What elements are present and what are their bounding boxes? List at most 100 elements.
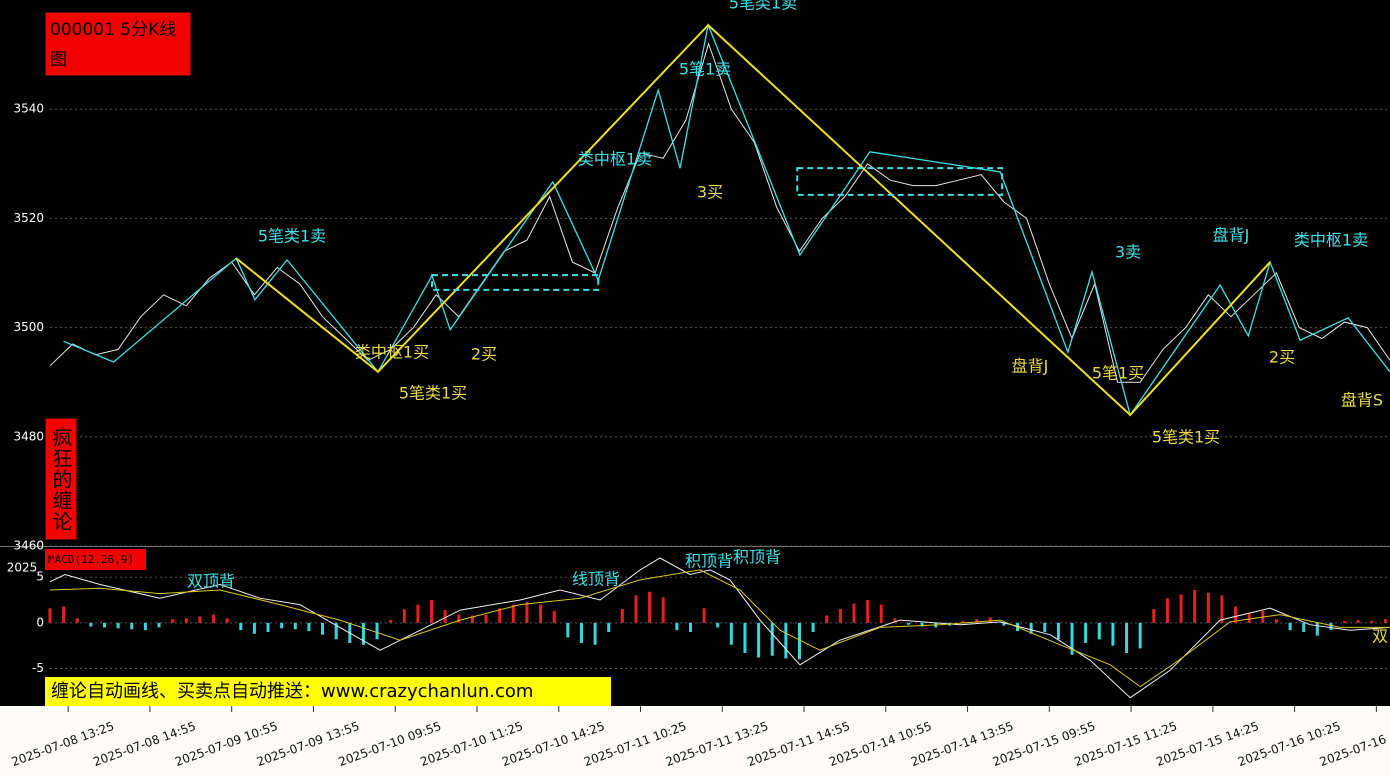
macd-bar — [648, 591, 652, 623]
y-tick-label: 3520 — [13, 211, 44, 225]
macd-line — [49, 569, 1390, 688]
macd-bar — [825, 615, 829, 623]
macd-bar — [130, 622, 134, 630]
macd-bar — [293, 622, 297, 630]
macd-bar — [593, 622, 597, 645]
macd-bar — [1029, 622, 1033, 634]
macd-bar — [525, 601, 529, 623]
macd-bar — [1179, 594, 1183, 623]
signal-label: 2买 — [1269, 348, 1295, 367]
signal-label: 类中枢1卖 — [1294, 231, 1368, 250]
macd-bar — [716, 622, 720, 628]
signal-label: 盘背J — [1213, 226, 1250, 245]
macd-bar — [212, 614, 216, 623]
macd-bar — [702, 608, 706, 623]
macd-bar — [1315, 622, 1319, 636]
macd-bar — [171, 619, 175, 623]
macd-bar — [688, 622, 692, 632]
macd-bar — [266, 622, 270, 632]
macd-bar — [89, 622, 93, 627]
macd-bar — [280, 622, 284, 629]
y-tick-label: 3460 — [13, 539, 44, 553]
macd-bar — [1111, 622, 1115, 646]
macd-bar — [784, 622, 788, 659]
signal-label: 5笔类1卖 — [729, 0, 797, 13]
y-tick-label: 3540 — [13, 102, 44, 116]
macd-bar — [920, 622, 924, 627]
macd-bar — [62, 606, 66, 623]
segment-line — [235, 23, 1271, 417]
macd-bar — [1193, 589, 1197, 623]
signal-label: 双 — [1372, 627, 1388, 646]
signal-label: 双顶背 — [187, 572, 235, 591]
macd-bar — [484, 614, 488, 623]
side-banner: 疯狂的缠论 — [45, 418, 77, 540]
index-name: 上证指数 — [50, 80, 118, 100]
y-tick-label: 0 — [36, 615, 44, 629]
macd-bar — [116, 622, 120, 629]
signal-label: 积顶背 — [733, 548, 781, 567]
footer-banner: 缠论自动画线、买卖点自动推送：www.crazychanlun.com — [45, 677, 611, 706]
macd-bar — [811, 622, 815, 632]
macd-bar — [1383, 619, 1387, 623]
macd-bar — [620, 609, 624, 623]
macd-bar — [743, 622, 747, 653]
y-tick-label: -5 — [32, 661, 44, 675]
macd-bar — [1329, 622, 1333, 631]
macd-bar — [1206, 592, 1210, 623]
macd-bar — [184, 618, 188, 623]
macd-bar — [1097, 622, 1101, 640]
macd-bar — [511, 604, 515, 623]
macd-bar — [1220, 595, 1224, 623]
x-tick-label: 2025-07-16 — [1318, 732, 1388, 769]
macd-bar — [1138, 622, 1142, 649]
macd-bar — [879, 604, 883, 623]
macd-bar — [1043, 622, 1047, 632]
macd-bar — [907, 622, 911, 625]
signal-label: 2买 — [471, 345, 497, 364]
signal-label: 类中枢1买 — [355, 343, 429, 362]
macd-bar — [729, 622, 733, 645]
y-tick-label: 3480 — [13, 429, 44, 443]
macd-bar — [988, 617, 992, 623]
macd-bar — [1084, 622, 1088, 643]
signal-label: 盘背J — [1012, 357, 1049, 376]
macd-bar — [539, 604, 543, 623]
macd-bar — [1125, 622, 1129, 653]
macd-bar — [361, 622, 365, 645]
macd-bar — [198, 616, 202, 623]
signal-label: 5笔类1买 — [399, 384, 467, 403]
macd-bar — [103, 622, 107, 628]
macd-bar — [1247, 613, 1251, 623]
signal-label: 线顶背 — [572, 570, 620, 589]
macd-bar — [498, 608, 502, 623]
macd-bar — [1356, 620, 1360, 623]
macd-bar — [852, 603, 856, 623]
macd-bar — [48, 608, 52, 623]
macd-title: MACD(12,26,9) — [45, 549, 146, 570]
macd-bar — [416, 604, 420, 623]
macd-bar — [225, 618, 229, 623]
macd-bar — [607, 622, 611, 632]
macd-bar — [1056, 622, 1060, 640]
macd-bar — [1152, 609, 1156, 623]
macd-bar — [975, 619, 979, 623]
macd-bar — [552, 610, 556, 623]
macd-bar — [961, 621, 965, 623]
macd-bar — [402, 609, 406, 623]
macd-bar — [430, 600, 434, 623]
macd-bar — [1002, 622, 1006, 626]
signal-label: 积顶背 — [685, 552, 733, 571]
signal-label: 盘背S — [1341, 391, 1383, 410]
y-tick-label: 5 — [36, 570, 44, 584]
macd-bar — [143, 622, 147, 631]
macd-bar — [252, 622, 256, 634]
pivot-box — [796, 167, 1004, 196]
corner-label: 2025 — [7, 561, 38, 575]
macd-bar — [579, 622, 583, 643]
macd-bar — [334, 622, 338, 640]
macd-bar — [307, 622, 311, 632]
header-box: 000001 5分K线图 上证指数 — [45, 12, 191, 100]
macd-bar — [838, 609, 842, 623]
